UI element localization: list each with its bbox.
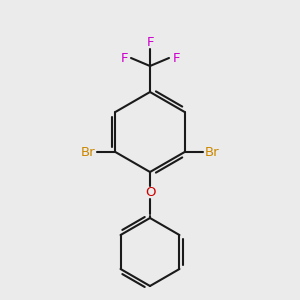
Text: O: O [145,185,155,199]
Text: F: F [172,52,180,64]
Text: Br: Br [81,146,95,158]
Text: F: F [120,52,128,64]
Text: Br: Br [205,146,219,158]
Text: F: F [146,35,154,49]
